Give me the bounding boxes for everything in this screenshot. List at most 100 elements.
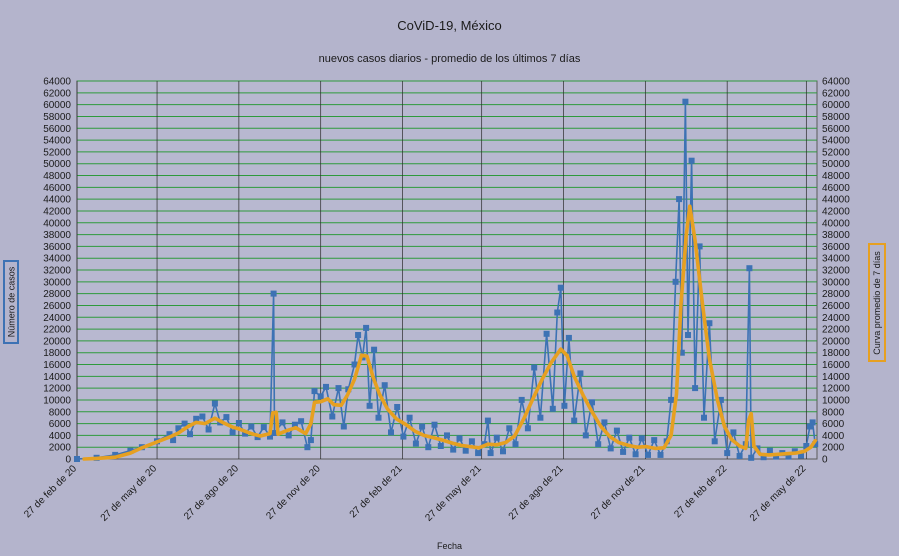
y-tick-label-right: 30000 xyxy=(822,277,850,288)
daily-cases-point xyxy=(626,434,633,441)
y-tick-label-left: 8000 xyxy=(49,407,72,418)
daily-cases-point xyxy=(187,431,193,438)
y-tick-label-left: 54000 xyxy=(43,136,71,147)
daily-cases-point xyxy=(620,448,627,455)
y-tick-label-right: 34000 xyxy=(822,254,850,265)
daily-cases-point xyxy=(285,432,292,439)
daily-cases-point xyxy=(456,435,463,442)
chart-subtitle: nuevos casos diarios - promedio de los ú… xyxy=(318,53,581,65)
daily-cases-point xyxy=(766,447,773,454)
y-tick-label-left: 38000 xyxy=(43,230,71,241)
daily-cases-point xyxy=(335,385,342,392)
y-tick-label-left: 30000 xyxy=(43,277,71,288)
daily-cases-point xyxy=(366,402,373,409)
y-tick-label-left: 12000 xyxy=(43,384,71,395)
daily-cases-point xyxy=(166,431,173,438)
seven-day-average-line xyxy=(82,204,818,461)
daily-cases-point xyxy=(112,451,119,458)
daily-cases-point xyxy=(242,430,249,437)
daily-cases-point xyxy=(351,361,358,368)
daily-cases-point xyxy=(267,433,273,440)
daily-cases-point xyxy=(329,413,336,420)
y-tick-label-left: 48000 xyxy=(43,171,71,182)
y-tick-label-right: 24000 xyxy=(822,313,850,324)
daily-cases-point xyxy=(730,429,737,436)
daily-cases-point xyxy=(298,418,305,425)
y-tick-label-left: 36000 xyxy=(43,242,71,253)
y-tick-label-right: 62000 xyxy=(822,88,850,99)
y-tick-label-left: 0 xyxy=(65,455,71,466)
y-tick-label-left: 50000 xyxy=(43,159,71,170)
y-tick-label-right: 12000 xyxy=(822,384,850,395)
y-tick-label-right: 46000 xyxy=(822,183,850,194)
y-tick-label-right: 16000 xyxy=(822,360,850,371)
daily-cases-point xyxy=(678,349,685,356)
daily-cases-point xyxy=(323,383,329,390)
y-tick-label-right: 2000 xyxy=(822,443,845,454)
daily-cases-point xyxy=(682,98,689,105)
daily-cases-point xyxy=(524,425,531,432)
daily-cases-point xyxy=(304,444,311,451)
y-tick-label-left: 6000 xyxy=(49,419,72,430)
y-tick-label-left: 2000 xyxy=(49,443,72,454)
daily-cases-point xyxy=(444,432,450,439)
daily-cases-point xyxy=(657,451,664,458)
y-tick-label-left: 28000 xyxy=(43,289,71,300)
daily-cases-point xyxy=(736,453,743,459)
daily-cases-point xyxy=(518,396,525,403)
daily-cases-point xyxy=(595,441,602,448)
y-tick-label-right: 26000 xyxy=(822,301,850,312)
y-tick-label-left: 58000 xyxy=(43,112,71,123)
y-tick-label-right: 28000 xyxy=(822,289,850,300)
daily-cases-point xyxy=(211,400,218,407)
daily-cases-point xyxy=(589,399,595,406)
x-tick-label: 27 de ago de 20 xyxy=(182,463,241,522)
daily-cases-point xyxy=(235,420,242,426)
y-tick-label-left: 44000 xyxy=(43,195,71,206)
daily-cases-point xyxy=(388,429,394,436)
x-tick-label: 27 de ago de 21 xyxy=(507,463,566,522)
daily-cases-point xyxy=(557,284,564,291)
daily-cases-point xyxy=(645,451,651,458)
daily-cases-point xyxy=(175,425,182,432)
daily-cases-point xyxy=(223,414,230,421)
y-tick-label-left: 46000 xyxy=(43,183,71,194)
daily-cases-point xyxy=(425,444,432,451)
daily-cases-point xyxy=(651,437,658,444)
x-tick-label: 27 de feb de 20 xyxy=(22,463,79,520)
daily-cases-point xyxy=(613,427,620,434)
daily-cases-point xyxy=(500,448,506,455)
y-tick-label-right: 60000 xyxy=(822,100,850,111)
x-tick-label: 27 de feb de 21 xyxy=(348,463,405,520)
y-tick-label-right: 36000 xyxy=(822,242,850,253)
y-tick-label-left: 62000 xyxy=(43,88,71,99)
y-tick-label-right: 20000 xyxy=(822,336,850,347)
daily-cases-point xyxy=(565,334,572,341)
daily-cases-point xyxy=(506,425,513,432)
daily-cases-point xyxy=(248,423,255,430)
y-axis-right-label-text: Curva promedio de 7 días xyxy=(872,250,882,355)
daily-cases-point xyxy=(406,414,413,421)
y-tick-label-left: 52000 xyxy=(43,147,71,158)
chart-title: CoViD-19, México xyxy=(397,18,502,33)
daily-cases-point xyxy=(270,290,277,297)
y-tick-label-right: 40000 xyxy=(822,218,850,229)
y-tick-label-left: 56000 xyxy=(43,124,71,135)
daily-cases-point xyxy=(307,437,314,444)
y-tick-label-left: 4000 xyxy=(49,431,72,442)
y-tick-label-right: 52000 xyxy=(822,147,850,158)
daily-cases-point xyxy=(668,396,675,403)
daily-cases-point xyxy=(355,332,362,338)
daily-cases-point xyxy=(549,405,556,412)
daily-cases-point xyxy=(717,396,724,403)
y-tick-label-right: 56000 xyxy=(822,124,850,135)
daily-cases-point xyxy=(773,453,780,460)
daily-cases-point xyxy=(554,309,561,316)
daily-cases-point xyxy=(806,423,813,430)
daily-cases-point xyxy=(577,370,584,377)
y-tick-label-right: 54000 xyxy=(822,136,850,147)
daily-cases-point xyxy=(487,450,494,457)
daily-cases-point xyxy=(676,196,683,203)
y-tick-label-left: 18000 xyxy=(43,348,71,359)
